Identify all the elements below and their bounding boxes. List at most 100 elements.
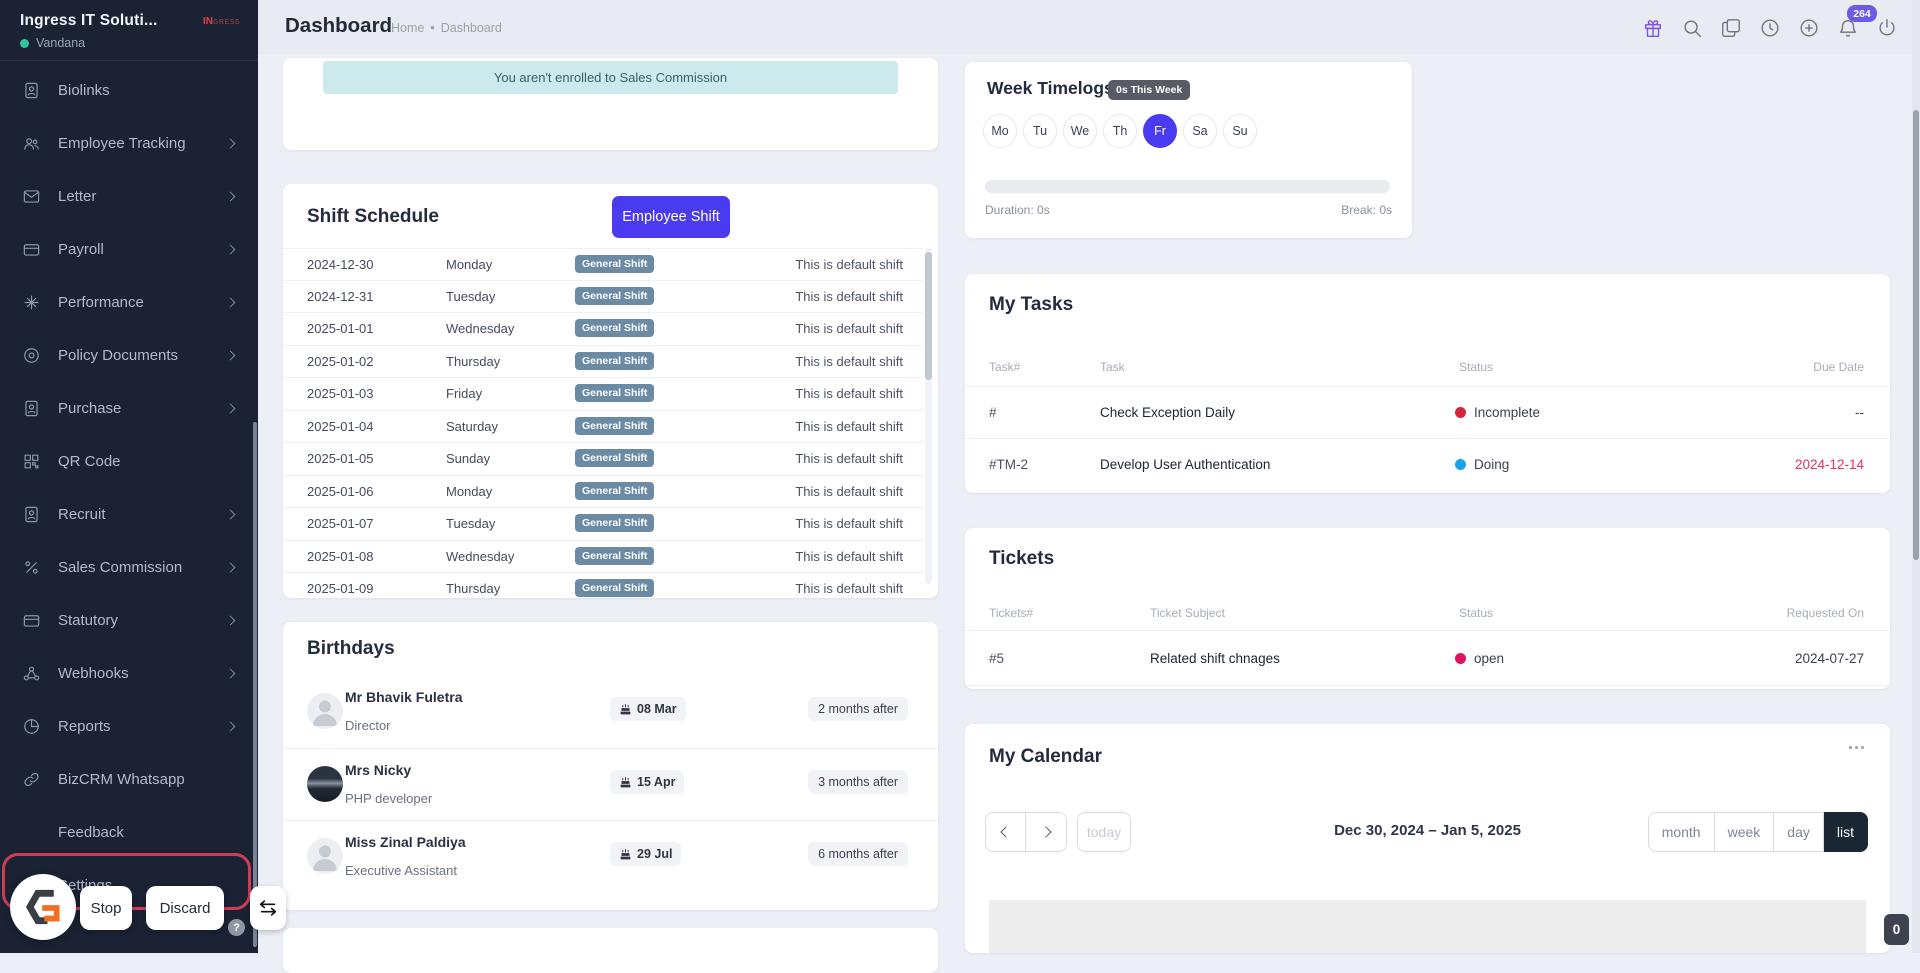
help-badge[interactable]: ? [228,919,245,936]
sidebar-scrollbar[interactable] [253,422,257,947]
shift-row: 2024-12-31 Tuesday General Shift This is de… [283,281,923,313]
company-name: Ingress IT Soluti... [20,12,158,29]
chat-counter-badge[interactable]: 0 [1884,914,1909,945]
discard-button[interactable]: Discard [146,886,224,930]
view-day-button[interactable]: day [1774,812,1824,852]
wallet-icon [21,611,41,631]
birthday-date-chip: 15 Apr [610,770,685,794]
day-su[interactable]: Su [1223,114,1257,148]
task-row: # Check Exception Daily Incomplete -- [965,386,1890,438]
day-we[interactable]: We [1063,114,1097,148]
avatar [307,838,343,874]
shift-row: 2025-01-07 Tuesday General Shift This is de… [283,508,923,541]
view-list-button[interactable]: list [1823,812,1868,852]
notes-icon[interactable] [1720,17,1742,39]
online-status-dot [20,38,29,48]
week-total-badge: 0s This Week [1108,80,1191,100]
chevron-right-icon [225,509,236,520]
sidebar-item-statutory[interactable]: Statutory [0,594,258,647]
sidebar-item-performance[interactable]: Performance [0,276,258,329]
swap-arrows-button[interactable] [250,886,286,930]
chevron-right-icon [225,138,236,149]
my-tasks-title: My Tasks [989,294,1074,315]
breadcrumb-current: Dashboard [440,21,502,35]
user-name: Vandana [36,36,86,50]
recorder-logo-button[interactable] [10,874,76,940]
my-calendar-title: My Calendar [989,746,1102,767]
calendar-today-button[interactable]: today [1077,812,1131,852]
plus-circle-icon[interactable] [1798,17,1820,39]
status-dot-doing [1455,459,1466,470]
day-tu[interactable]: Tu [1023,114,1057,148]
sales-commission-card: You aren't enrolled to Sales Commission [283,58,938,150]
chevron-right-icon [225,615,236,626]
more-options-icon[interactable] [1845,742,1868,753]
my-tasks-card: My Tasks Task# Task Status Due Date # Ch… [965,274,1890,493]
shift-row: 2025-01-02 Thursday General Shift This is d… [283,346,923,378]
sidebar-item-payroll[interactable]: Payroll [0,223,258,276]
page-scrollbar[interactable] [1913,110,1919,560]
idcard-icon [21,81,41,101]
breadcrumb-home[interactable]: Home [391,21,425,35]
view-month-button[interactable]: month [1647,812,1715,852]
avatar [307,766,343,802]
sidebar-item-reports[interactable]: Reports [0,700,258,753]
shift-badge: General Shift [575,416,655,435]
sidebar-item-feedback[interactable]: Feedback [0,806,258,859]
birthday-date-chip: 29 Jul [610,842,682,866]
calendar-view-switcher: month week day list [1647,812,1868,852]
qr-icon [21,452,41,472]
company-logo: INGRESS [202,16,240,27]
avatar [307,693,343,729]
day-mo[interactable]: Mo [983,114,1017,148]
sidebar-item-sales-commission[interactable]: Sales Commission [0,541,258,594]
chevron-right-icon [225,403,236,414]
sparkle-icon [21,293,41,313]
birthdays-card: Birthdays Mr Bhavik Fuletra Director 08 … [283,622,938,910]
stop-button[interactable]: Stop [80,886,132,930]
clock-icon[interactable] [1759,17,1781,39]
gift-icon[interactable] [1642,17,1664,39]
sidebar-item-letter[interactable]: Letter [0,170,258,223]
chevron-right-icon [225,721,236,732]
sidebar-item-bizcrm-whatsapp[interactable]: BizCRM Whatsapp [0,753,258,806]
pie-icon [21,717,41,737]
link-icon [21,770,41,790]
sidebar-item-purchase[interactable]: Purchase [0,382,258,435]
view-week-button[interactable]: week [1714,812,1775,852]
shift-badge: General Shift [575,579,655,597]
power-icon[interactable] [1876,17,1898,39]
calendar-toolbar: today Dec 30, 2024 – Jan 5, 2025 month w… [965,812,1890,852]
sidebar-item-biolinks[interactable]: Biolinks [0,64,258,117]
sidebar-item-qr-code[interactable]: QR Code [0,435,258,488]
page-title: Dashboard [285,14,393,37]
sidebar-item-employee-tracking[interactable]: Employee Tracking [0,117,258,170]
shift-table-scrollbar[interactable] [925,252,932,380]
shift-badge: General Shift [575,514,655,532]
calendar-prev-button[interactable] [985,812,1026,852]
chevron-right-icon [225,350,236,361]
employee-shift-button[interactable]: Employee Shift [612,196,730,238]
day-fr-active[interactable]: Fr [1143,114,1177,148]
tickets-title: Tickets [989,548,1055,569]
bell-icon[interactable] [1837,17,1859,39]
shift-badge: General Shift [575,319,655,337]
shift-row: 2025-01-08 Wednesday General Shift This is … [283,541,923,573]
break-label: Break: 0s [1341,203,1392,217]
envelope-icon [21,187,41,207]
birthday-date-chip: 08 Mar [610,697,686,721]
search-icon[interactable] [1681,17,1703,39]
day-th[interactable]: Th [1103,114,1137,148]
sidebar-item-policy-documents[interactable]: Policy Documents [0,329,258,382]
notification-count-badge[interactable]: 264 [1847,5,1877,22]
timelog-progress-bar [985,180,1390,193]
sidebar-item-webhooks[interactable]: Webhooks [0,647,258,700]
day-sa[interactable]: Sa [1183,114,1217,148]
shift-row: 2024-12-30 Monday General Shift This is def… [283,248,923,281]
shift-row: 2025-01-05 Sunday General Shift This is def… [283,443,923,476]
sidebar-item-recruit[interactable]: Recruit [0,488,258,541]
calendar-next-button[interactable] [1026,812,1067,852]
wallet-icon [21,240,41,260]
my-calendar-card: My Calendar today Dec 30, 2024 – Jan 5, … [965,724,1890,953]
shift-badge: General Shift [575,286,655,305]
